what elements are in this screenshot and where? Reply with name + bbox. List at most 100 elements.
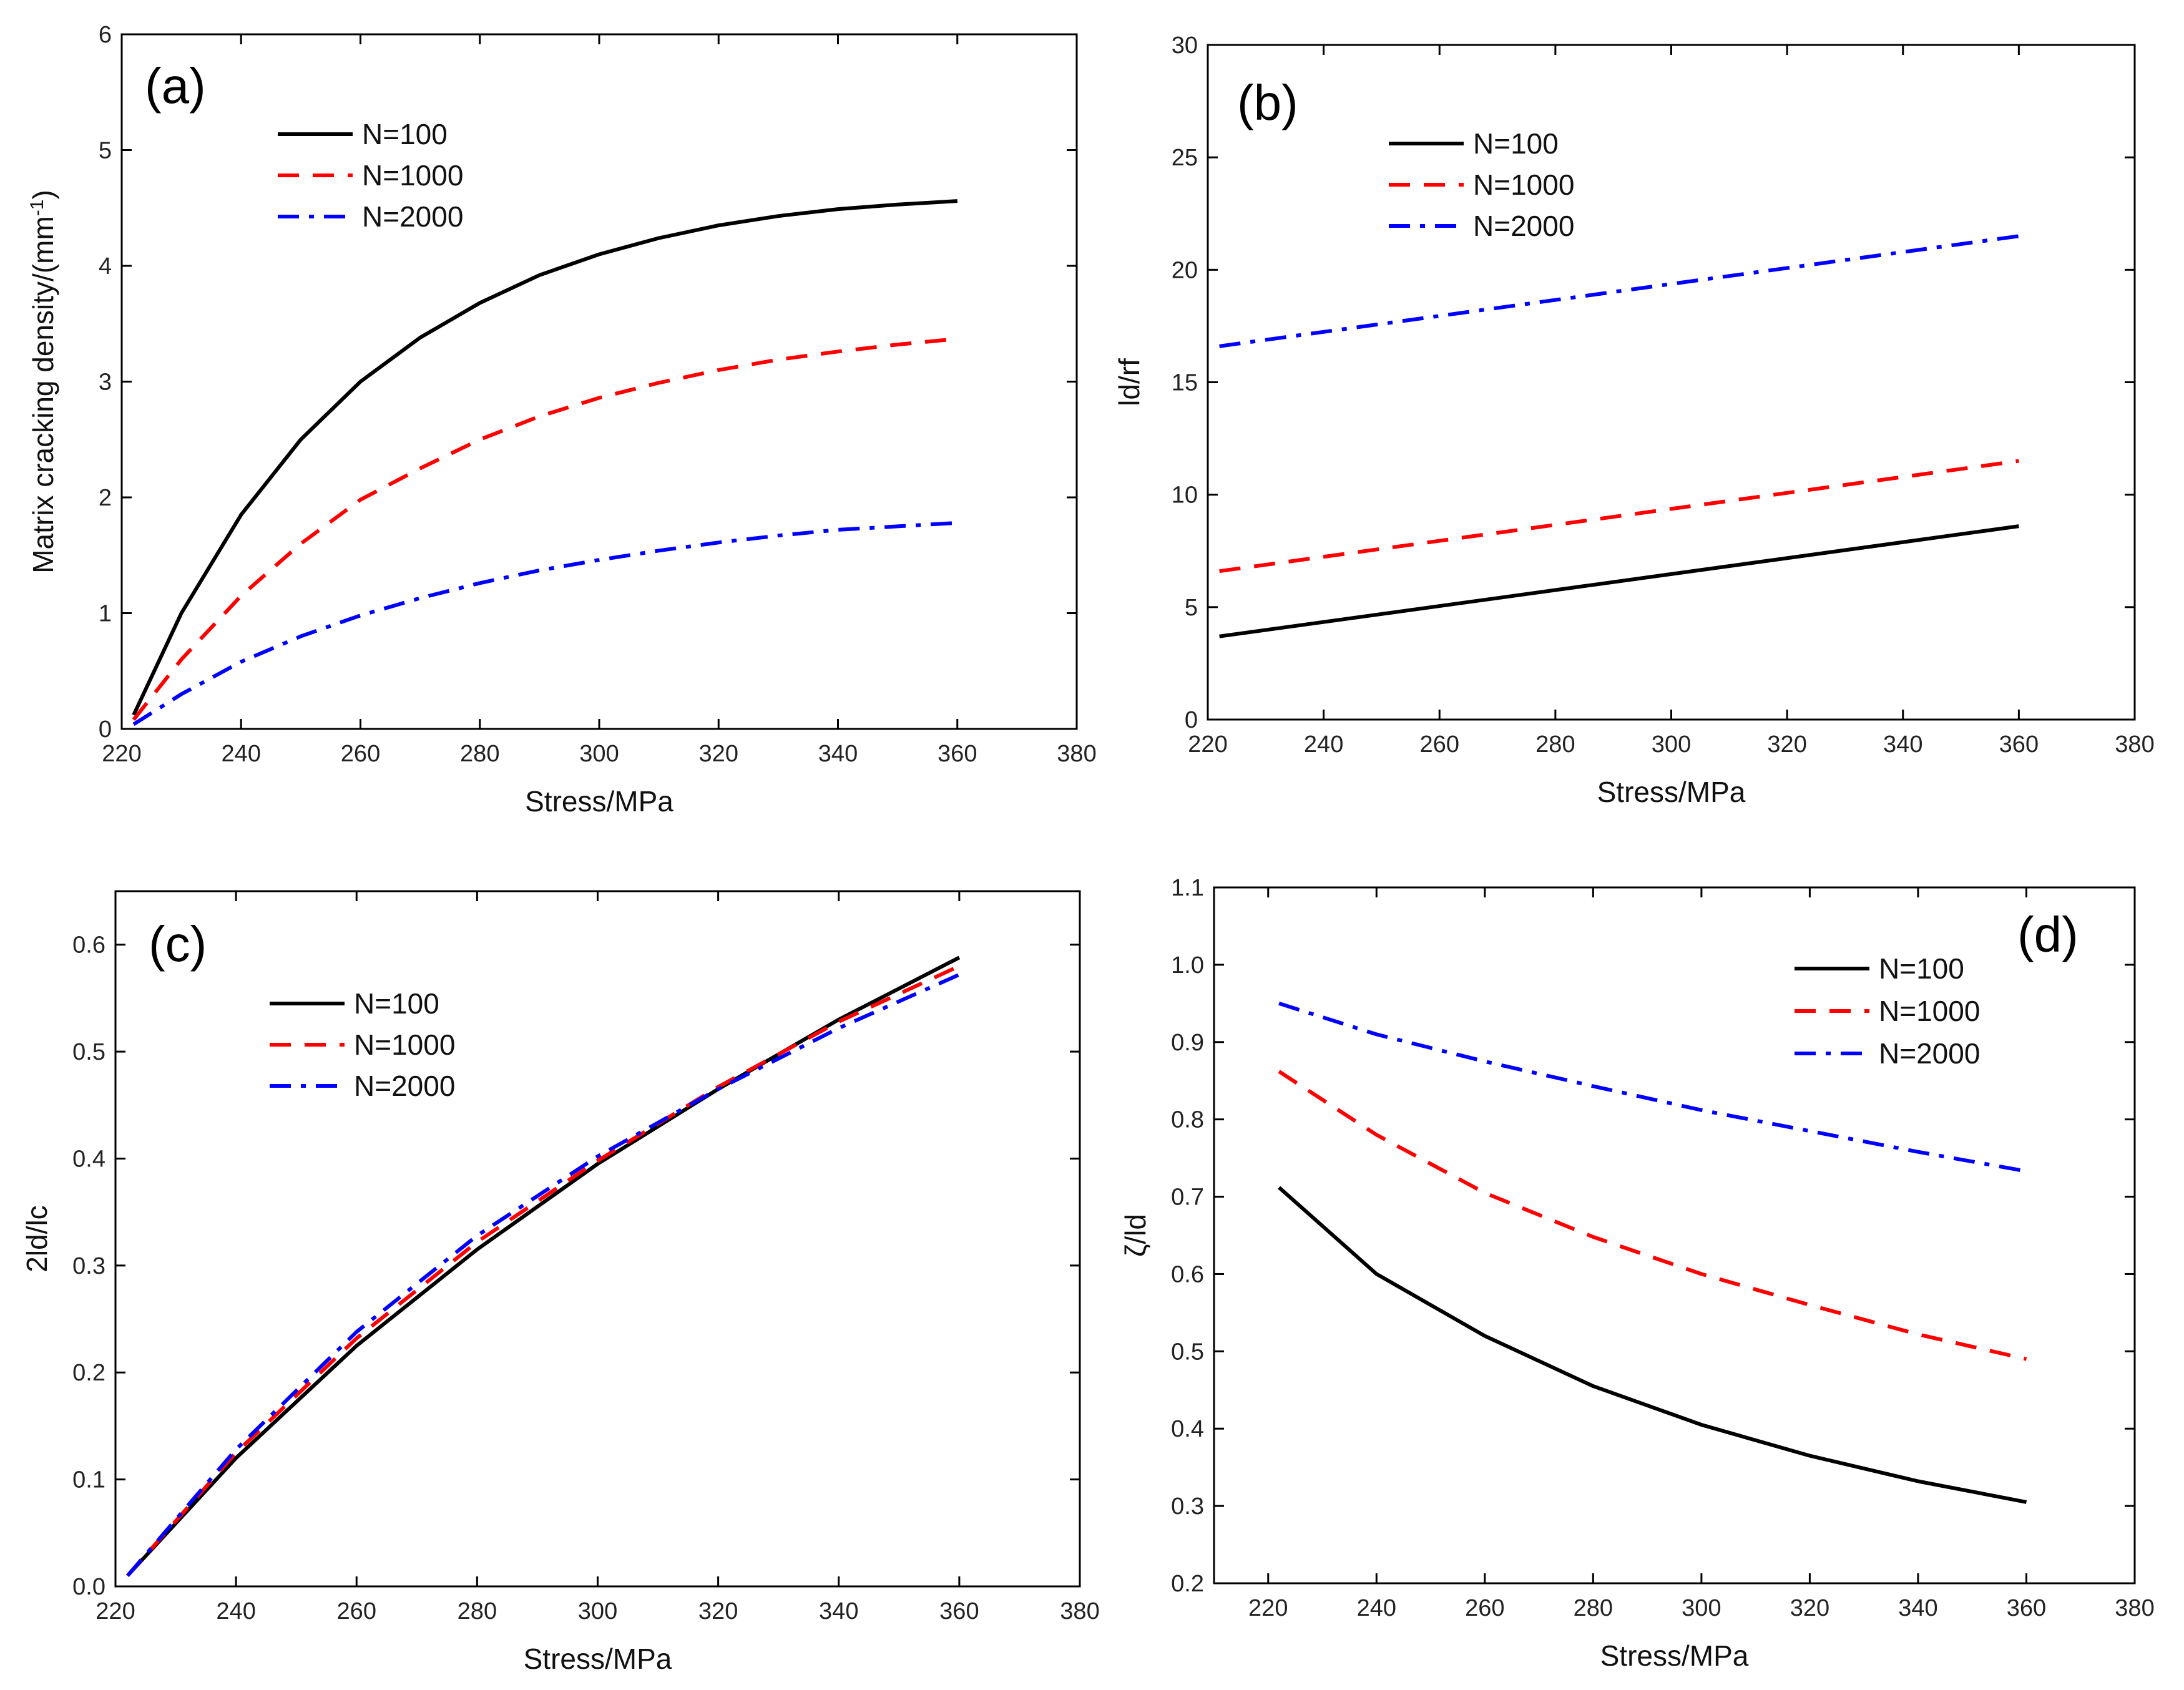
- panel-label: (a): [145, 58, 206, 114]
- x-tick-label: 240: [1304, 731, 1343, 758]
- y-tick-label: 0: [1185, 707, 1198, 733]
- x-tick-label: 380: [1060, 1598, 1099, 1624]
- y-tick-label: 5: [99, 138, 112, 164]
- y-tick-label: 0: [99, 716, 112, 743]
- legend-label: N=1000: [1473, 169, 1574, 201]
- chart-panel-1: 220 240 260 280 300 320 340 360 380 0 1 2 3 4 5 6 Stress…: [27, 22, 1097, 818]
- x-tick-label: 280: [458, 1598, 497, 1624]
- y-tick-label: 0.3: [1171, 1493, 1204, 1520]
- y-tick-label: 0.4: [72, 1146, 105, 1172]
- legend-label: N=100: [362, 118, 448, 150]
- legend-label: N=1000: [1879, 995, 1980, 1027]
- y-tick-label: 0.4: [1171, 1416, 1204, 1442]
- panel-label: (d): [2017, 907, 2079, 962]
- y-tick-label: 10: [1172, 482, 1198, 509]
- y-tick-label: 0.8: [1171, 1107, 1204, 1133]
- x-tick-label: 320: [699, 741, 738, 767]
- series-line-n-1000: [126, 964, 961, 1577]
- plot-frame: [1213, 886, 2136, 1585]
- y-tick-label: 25: [1172, 145, 1198, 171]
- y-tick-label: 20: [1172, 257, 1198, 283]
- x-tick-label: 300: [578, 1598, 617, 1624]
- y-tick-label: 2: [99, 485, 112, 511]
- series-line-n-1000: [132, 336, 958, 721]
- x-tick-label: 280: [460, 741, 499, 767]
- y-tick-label: 1: [99, 601, 112, 627]
- y-tick-label: 0.5: [1171, 1339, 1204, 1365]
- panel-label: (b): [1237, 75, 1298, 130]
- legend-label: N=2000: [354, 1070, 455, 1102]
- y-axis-title: ld/rf: [1113, 358, 1145, 406]
- series-line-n-1000: [1219, 459, 2019, 574]
- legend-label: N=2000: [1473, 210, 1574, 242]
- x-tick-label: 360: [939, 1598, 979, 1624]
- series-line-n-2000: [1219, 234, 2019, 348]
- x-tick-label: 360: [1999, 731, 2039, 758]
- x-tick-label: 240: [222, 741, 261, 767]
- x-tick-label: 360: [938, 741, 977, 767]
- y-tick-label: 1.0: [1171, 952, 1204, 979]
- x-tick-label: 340: [818, 741, 858, 767]
- x-tick-label: 340: [819, 1598, 858, 1624]
- y-axis-title: Matrix cracking density/(mm-1): [27, 190, 60, 574]
- x-tick-label: 220: [1188, 731, 1227, 758]
- x-axis-title: Stress/MPa: [524, 1643, 672, 1675]
- y-tick-label: 0.6: [1171, 1261, 1204, 1287]
- x-tick-label: 380: [2115, 731, 2154, 758]
- x-tick-label: 360: [2007, 1595, 2046, 1621]
- x-tick-label: 240: [1357, 1595, 1396, 1621]
- y-tick-label: 0.2: [1171, 1571, 1204, 1597]
- x-tick-label: 300: [1652, 731, 1691, 758]
- chart-panel-2: 220 240 260 280 300 320 340 360 380 0 5 10 15 20 25 30 S…: [1113, 32, 2155, 808]
- x-tick-label: 260: [337, 1598, 376, 1624]
- x-tick-label: 300: [1682, 1595, 1721, 1621]
- x-tick-label: 220: [95, 1598, 135, 1624]
- y-axis-title: 2ld/lc: [21, 1205, 53, 1272]
- legend-label: N=100: [354, 987, 439, 1020]
- y-tick-label: 1.1: [1171, 875, 1204, 901]
- y-tick-label: 0.3: [72, 1253, 105, 1279]
- y-tick-label: 4: [99, 253, 112, 280]
- x-tick-label: 380: [2115, 1595, 2154, 1621]
- x-tick-label: 220: [102, 741, 141, 767]
- y-tick-label: 15: [1172, 370, 1198, 396]
- series-line-n-2000: [1278, 1001, 2027, 1173]
- x-tick-label: 240: [216, 1598, 255, 1624]
- x-axis-title: Stress/MPa: [525, 785, 673, 818]
- x-tick-label: 320: [1767, 731, 1806, 758]
- x-tick-label: 220: [1248, 1595, 1288, 1621]
- x-tick-label: 340: [1898, 1595, 1937, 1621]
- y-tick-label: 5: [1185, 595, 1198, 621]
- y-tick-label: 0.1: [72, 1467, 105, 1493]
- y-axis-title: ζ/ld: [1119, 1214, 1152, 1257]
- series-line-n-100: [132, 199, 957, 716]
- x-tick-label: 340: [1883, 731, 1922, 758]
- panel-label: (c): [149, 916, 207, 972]
- x-tick-label: 260: [1465, 1595, 1504, 1621]
- x-tick-label: 260: [1420, 731, 1459, 758]
- x-tick-label: 280: [1535, 731, 1575, 758]
- x-tick-label: 320: [1790, 1595, 1829, 1621]
- series-line-n-2000: [126, 972, 961, 1577]
- legend-label: N=2000: [1879, 1037, 1980, 1070]
- y-tick-label: 0.7: [1171, 1184, 1204, 1211]
- legend-label: N=100: [1879, 952, 1964, 985]
- legend-label: N=2000: [362, 200, 463, 233]
- legend-label: N=100: [1473, 127, 1559, 160]
- y-tick-label: 6: [99, 22, 112, 48]
- series-line-n-1000: [1278, 1070, 2027, 1361]
- chart-panel-3: 220 240 260 280 300 320 340 360 380 0.0 0.1 0.2 0.3 0…: [21, 890, 1100, 1675]
- x-axis-title: Stress/MPa: [1597, 776, 1746, 808]
- x-axis-title: Stress/MPa: [1600, 1639, 1749, 1672]
- legend-label: N=1000: [362, 159, 463, 192]
- y-tick-label: 30: [1172, 32, 1198, 59]
- y-tick-label: 0.2: [72, 1360, 105, 1386]
- y-tick-label: 3: [99, 369, 112, 396]
- x-tick-label: 260: [341, 741, 380, 767]
- chart-panel-4: 220 240 260 280 300 320 340 360 380 0.2 0.3 0.4 0.5 0…: [1119, 875, 2155, 1672]
- y-tick-label: 0.9: [1171, 1030, 1204, 1056]
- y-tick-label: 0.6: [72, 932, 105, 959]
- x-tick-label: 280: [1574, 1595, 1613, 1621]
